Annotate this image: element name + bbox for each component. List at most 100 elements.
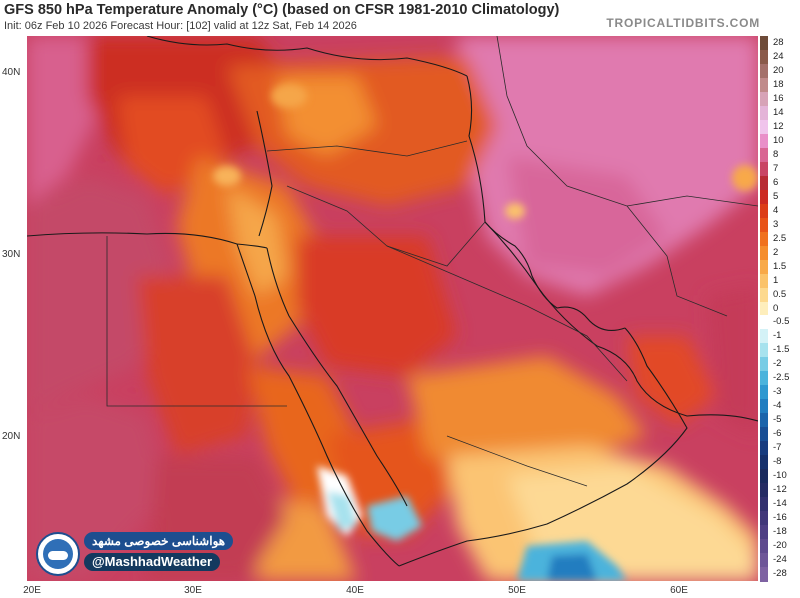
colorbar-label: -18 [773, 526, 787, 538]
lon-label-60e: 60E [670, 585, 688, 596]
colorbar-swatch [760, 399, 768, 414]
colorbar-swatch [760, 77, 768, 93]
colorbar-swatch [760, 511, 768, 526]
colorbar-label: -1 [773, 330, 782, 342]
lon-label-50e: 50E [508, 585, 526, 596]
colorbar-label: 2.5 [773, 232, 787, 244]
colorbar-swatch [760, 259, 768, 275]
colorbar-label: -16 [773, 512, 787, 524]
watermark-handle: @MashhadWeather [84, 553, 221, 571]
chart-title: GFS 850 hPa Temperature Anomaly (°C) (ba… [4, 2, 560, 18]
colorbar-label: 1 [773, 274, 779, 286]
lat-label-20n: 20N [2, 431, 21, 442]
colorbar-label: -7 [773, 442, 782, 454]
colorbar-swatch [760, 567, 768, 582]
colorbar-label: 0.5 [773, 288, 787, 300]
colorbar-swatch [760, 357, 768, 372]
lon-label-20e: 20E [23, 585, 41, 596]
colorbar-label: -24 [773, 554, 787, 566]
colorbar-label: 7 [773, 162, 779, 174]
colorbar-swatch [760, 147, 768, 163]
colorbar-label: 12 [773, 120, 784, 132]
colorbar-swatch [760, 105, 768, 121]
colorbar-label: 1.5 [773, 260, 787, 272]
colorbar-swatch [760, 469, 768, 484]
colorbar-swatch [760, 49, 768, 65]
colorbar-swatch [760, 301, 768, 317]
weather-logo-icon [36, 532, 80, 576]
watermark-persian-name: هواشناسی خصوصی مشهد [84, 532, 234, 550]
forecast-info: Init: 06z Feb 10 2026 Forecast Hour: [10… [4, 20, 357, 32]
colorbar-swatch [760, 441, 768, 456]
colorbar-swatch [760, 385, 768, 400]
colorbar-label: -6 [773, 428, 782, 440]
colorbar-swatch [760, 427, 768, 442]
colorbar-swatch [760, 343, 768, 358]
cold-anomaly-spots [213, 84, 758, 581]
colorbar-label: -1.5 [773, 344, 790, 356]
colorbar-swatch [760, 189, 768, 205]
colorbar-swatch [760, 553, 768, 568]
colorbar-swatch [760, 525, 768, 540]
colorbar-swatch [760, 413, 768, 428]
colorbar-swatch [760, 91, 768, 107]
colorbar-swatch [760, 133, 768, 149]
colorbar-swatch [760, 217, 768, 233]
colorbar-swatch [760, 231, 768, 247]
anomaly-map [27, 36, 758, 581]
colorbar-swatch [760, 329, 768, 345]
colorbar-label: 14 [773, 106, 784, 118]
colorbar-label: 6 [773, 176, 779, 188]
colorbar-label: -12 [773, 484, 787, 496]
colorbar-label: 24 [773, 50, 784, 62]
colorbar-swatch [760, 161, 768, 177]
colorbar-label: -3 [773, 386, 782, 398]
lon-label-40e: 40E [346, 585, 364, 596]
colorbar-swatch [760, 371, 768, 386]
site-brand: TROPICALTIDBITS.COM [606, 16, 760, 30]
colorbar-label: 4 [773, 204, 779, 216]
colorbar-label: -2.5 [773, 372, 790, 384]
colorbar-swatch [760, 497, 768, 512]
lat-label-30n: 30N [2, 249, 21, 260]
coastlines [27, 36, 758, 567]
colorbar-label: -28 [773, 568, 787, 579]
colorbar-label: -20 [773, 540, 787, 552]
colorbar-label: 3 [773, 218, 779, 230]
colorbar-label: -5 [773, 414, 782, 426]
colorbar-label: -8 [773, 456, 782, 468]
colorbar-label: -10 [773, 470, 787, 482]
colorbar-label: 18 [773, 78, 784, 90]
colorbar-swatch [760, 203, 768, 219]
colorbar: 28 24 20 18 16 14 12 10 8 7 6 5 4 3 2.5 2 1.5 1 0.5 0 -0.5 -1… [760, 36, 800, 582]
colorbar-swatch [760, 175, 768, 191]
colorbar-swatch [760, 63, 768, 79]
colorbar-label: 20 [773, 64, 784, 76]
colorbar-label: 5 [773, 190, 779, 202]
colorbar-swatch [760, 245, 768, 261]
borders [106, 36, 758, 487]
colorbar-swatch [760, 455, 768, 470]
colorbar-label: 2 [773, 246, 779, 258]
colorbar-label: 10 [773, 134, 784, 146]
colorbar-label: 28 [773, 36, 784, 48]
colorbar-swatch [760, 483, 768, 498]
lon-label-30e: 30E [184, 585, 202, 596]
watermark: هواشناسی خصوصی مشهد @MashhadWeather [36, 530, 246, 578]
anomaly-field [27, 36, 758, 581]
colorbar-label: 16 [773, 92, 784, 104]
colorbar-label: -2 [773, 358, 782, 370]
colorbar-label: -14 [773, 498, 787, 510]
colorbar-swatch [760, 287, 768, 303]
colorbar-swatch [760, 36, 768, 51]
colorbar-swatch [760, 315, 768, 331]
colorbar-swatch [760, 273, 768, 289]
colorbar-label: -0.5 [773, 316, 790, 328]
colorbar-label: -4 [773, 400, 782, 412]
lat-label-40n: 40N [2, 67, 21, 78]
colorbar-label: 8 [773, 148, 779, 160]
colorbar-swatch [760, 119, 768, 135]
colorbar-swatch [760, 539, 768, 554]
colorbar-label: 0 [773, 302, 779, 314]
